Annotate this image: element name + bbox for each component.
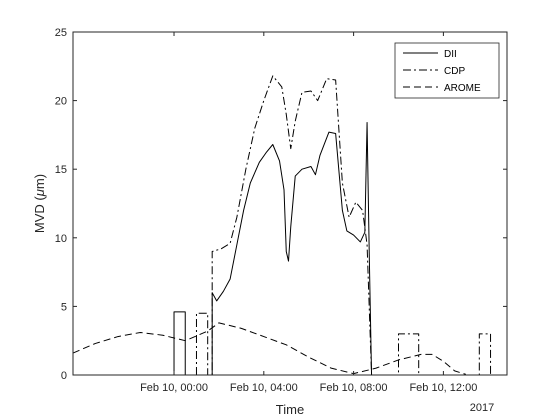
x-axis-label: Time (276, 402, 304, 417)
legend-label-dii: DII (444, 49, 457, 60)
y-axis-label-suffix: m) (32, 174, 47, 189)
y-tick-label: 25 (55, 27, 67, 39)
x-offset-label: 2017 (470, 402, 494, 414)
series-line-dii (173, 122, 373, 376)
legend: DII CDP AROME (394, 42, 500, 99)
legend-label-cdp: CDP (444, 66, 465, 77)
series-layer (72, 75, 492, 376)
x-tick-label: Feb 10, 00:00 (140, 382, 208, 394)
y-tick-label: 5 (61, 301, 67, 313)
series-line-cdp (195, 75, 492, 376)
x-tick-label: Feb 10, 08:00 (320, 382, 388, 394)
y-axis-label: MVD (μm) (32, 174, 47, 233)
y-tick-label: 10 (55, 233, 67, 245)
y-axis-label-mu: μ (32, 189, 47, 197)
y-axis-label-prefix: MVD ( (32, 196, 47, 234)
y-tick-label: 15 (55, 164, 67, 176)
legend-label-arome: AROME (444, 83, 481, 94)
y-tick-label: 0 (61, 370, 67, 382)
x-tick-label: Feb 10, 12:00 (409, 382, 477, 394)
tick-layer: 0 5 10 15 20 25 Feb 10, 00:00 Feb 10, 04:00 Feb … (55, 27, 507, 394)
y-tick-label: 20 (55, 96, 67, 108)
plot-frame (72, 31, 508, 376)
x-tick-label: Feb 10, 04:00 (230, 382, 298, 394)
legend-box (394, 42, 500, 99)
series-line-arome (72, 322, 466, 375)
